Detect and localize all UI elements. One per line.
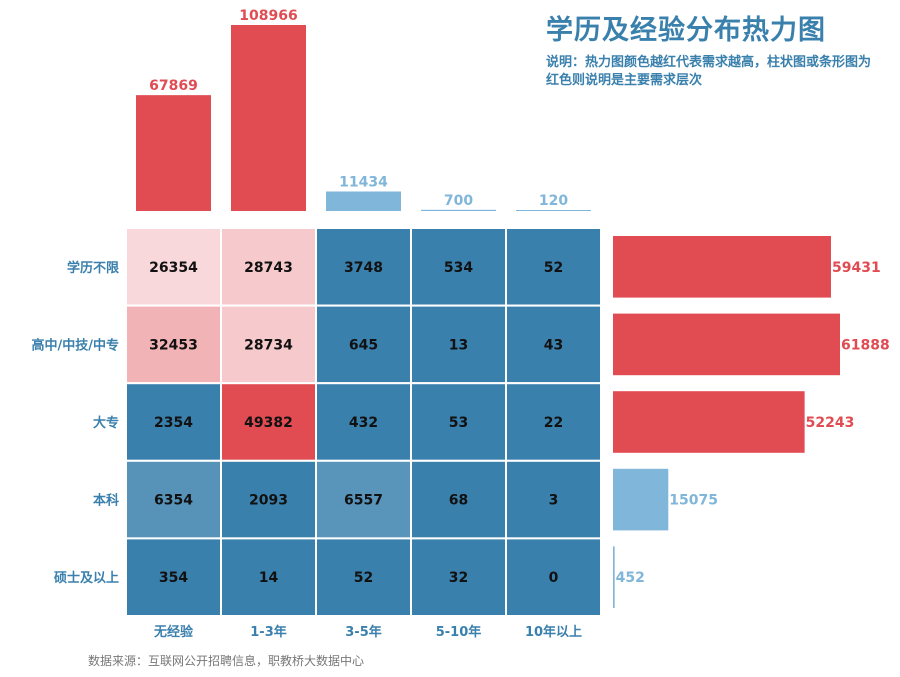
heatmap-cell-label: 0 bbox=[549, 570, 559, 586]
heatmap-cell-label: 52 bbox=[354, 570, 373, 586]
y-axis-label: 高中/中技/中专 bbox=[32, 337, 120, 353]
heatmap-cell bbox=[410, 382, 507, 462]
heatmap-cell-label: 26354 bbox=[149, 260, 198, 276]
side-bar bbox=[613, 236, 831, 298]
top-bar-label: 11434 bbox=[339, 174, 388, 190]
y-axis-label: 硕士及以上 bbox=[54, 570, 119, 586]
top-bar bbox=[136, 95, 211, 211]
top-bar bbox=[516, 210, 591, 211]
side-bar bbox=[613, 313, 840, 376]
side-bar bbox=[613, 546, 615, 608]
heatmap-cell-label: 13 bbox=[449, 337, 468, 353]
x-axis-label: 3-5年 bbox=[345, 624, 382, 640]
heatmap-cell bbox=[410, 459, 507, 540]
heatmap-cell-label: 534 bbox=[444, 260, 473, 276]
y-axis-label: 学历不限 bbox=[67, 260, 120, 276]
heatmap-cell-label: 14 bbox=[259, 570, 279, 586]
x-axis-label: 10年以上 bbox=[525, 624, 582, 640]
y-axis-label: 本科 bbox=[93, 493, 119, 509]
heatmap-cell bbox=[220, 537, 317, 618]
heatmap-cell-label: 432 bbox=[349, 415, 378, 431]
source-note: 数据来源：互联网公开招聘信息，职教桥大数据中心 bbox=[88, 654, 365, 668]
top-bar bbox=[421, 209, 496, 211]
top-bar bbox=[326, 191, 401, 211]
heatmap-cell bbox=[125, 537, 222, 618]
top-bar-label: 67869 bbox=[149, 78, 198, 94]
heatmap-cell bbox=[125, 459, 222, 540]
heatmap-cell bbox=[505, 459, 602, 540]
x-axis-label: 1-3年 bbox=[250, 624, 287, 640]
heatmap-cell-label: 68 bbox=[449, 493, 468, 509]
heatmap-cell-label: 52 bbox=[544, 260, 563, 276]
heatmap-cell bbox=[505, 227, 602, 307]
side-bar-label: 59431 bbox=[832, 260, 881, 276]
chart-title: 学历及经验分布热力图 bbox=[546, 15, 826, 46]
heatmap-cell bbox=[505, 304, 602, 385]
heatmap-cell-label: 3748 bbox=[344, 260, 383, 276]
heatmap-cell-label: 6557 bbox=[344, 493, 383, 509]
heatmap-cell bbox=[125, 382, 222, 462]
heatmap-cell-label: 28734 bbox=[244, 337, 293, 353]
chart-subtitle: 说明：热力图颜色越红代表需求越高，柱状图或条形图为红色则说明是主要需求层次 bbox=[546, 55, 872, 88]
heatmap-cell-label: 354 bbox=[159, 570, 188, 586]
heatmap-cell-label: 22 bbox=[544, 415, 563, 431]
side-bar-label: 15075 bbox=[669, 493, 718, 509]
side-bar-label: 61888 bbox=[841, 337, 890, 353]
top-bar-label: 108966 bbox=[239, 8, 297, 24]
heatmap-cell-label: 3 bbox=[549, 493, 559, 509]
heatmap-cell bbox=[505, 382, 602, 462]
heatmap-cell bbox=[315, 227, 412, 307]
side-bar bbox=[613, 391, 805, 453]
heatmap-cell-label: 32 bbox=[449, 570, 468, 586]
heatmap-cell-label: 2354 bbox=[154, 415, 193, 431]
top-bar-label: 120 bbox=[539, 193, 568, 209]
heatmap-cell-label: 28743 bbox=[244, 260, 293, 276]
heatmap-cell-label: 49382 bbox=[244, 415, 293, 431]
heatmap-cell bbox=[315, 537, 412, 618]
top-bar bbox=[231, 25, 306, 211]
heatmap-cell bbox=[315, 382, 412, 462]
y-axis-label: 大专 bbox=[93, 415, 119, 431]
heatmap-cell-label: 6354 bbox=[154, 493, 193, 509]
side-bar-label: 52243 bbox=[806, 415, 855, 431]
heatmap-cell bbox=[125, 227, 222, 307]
x-axis-label: 5-10年 bbox=[436, 624, 482, 640]
heatmap-cell-label: 32453 bbox=[149, 337, 198, 353]
heatmap-cell bbox=[505, 537, 602, 618]
x-axis-label: 无经验 bbox=[153, 624, 194, 640]
top-bar-label: 700 bbox=[444, 193, 473, 209]
heatmap-cell-label: 43 bbox=[544, 337, 563, 353]
side-bar bbox=[613, 468, 669, 531]
heatmap-cell bbox=[220, 227, 317, 307]
heatmap-cell-label: 2093 bbox=[249, 493, 288, 509]
heatmap-cell-label: 53 bbox=[449, 415, 468, 431]
side-bar-label: 452 bbox=[616, 570, 645, 586]
heatmap-cell-label: 645 bbox=[349, 337, 378, 353]
heatmap-cell bbox=[125, 304, 222, 385]
